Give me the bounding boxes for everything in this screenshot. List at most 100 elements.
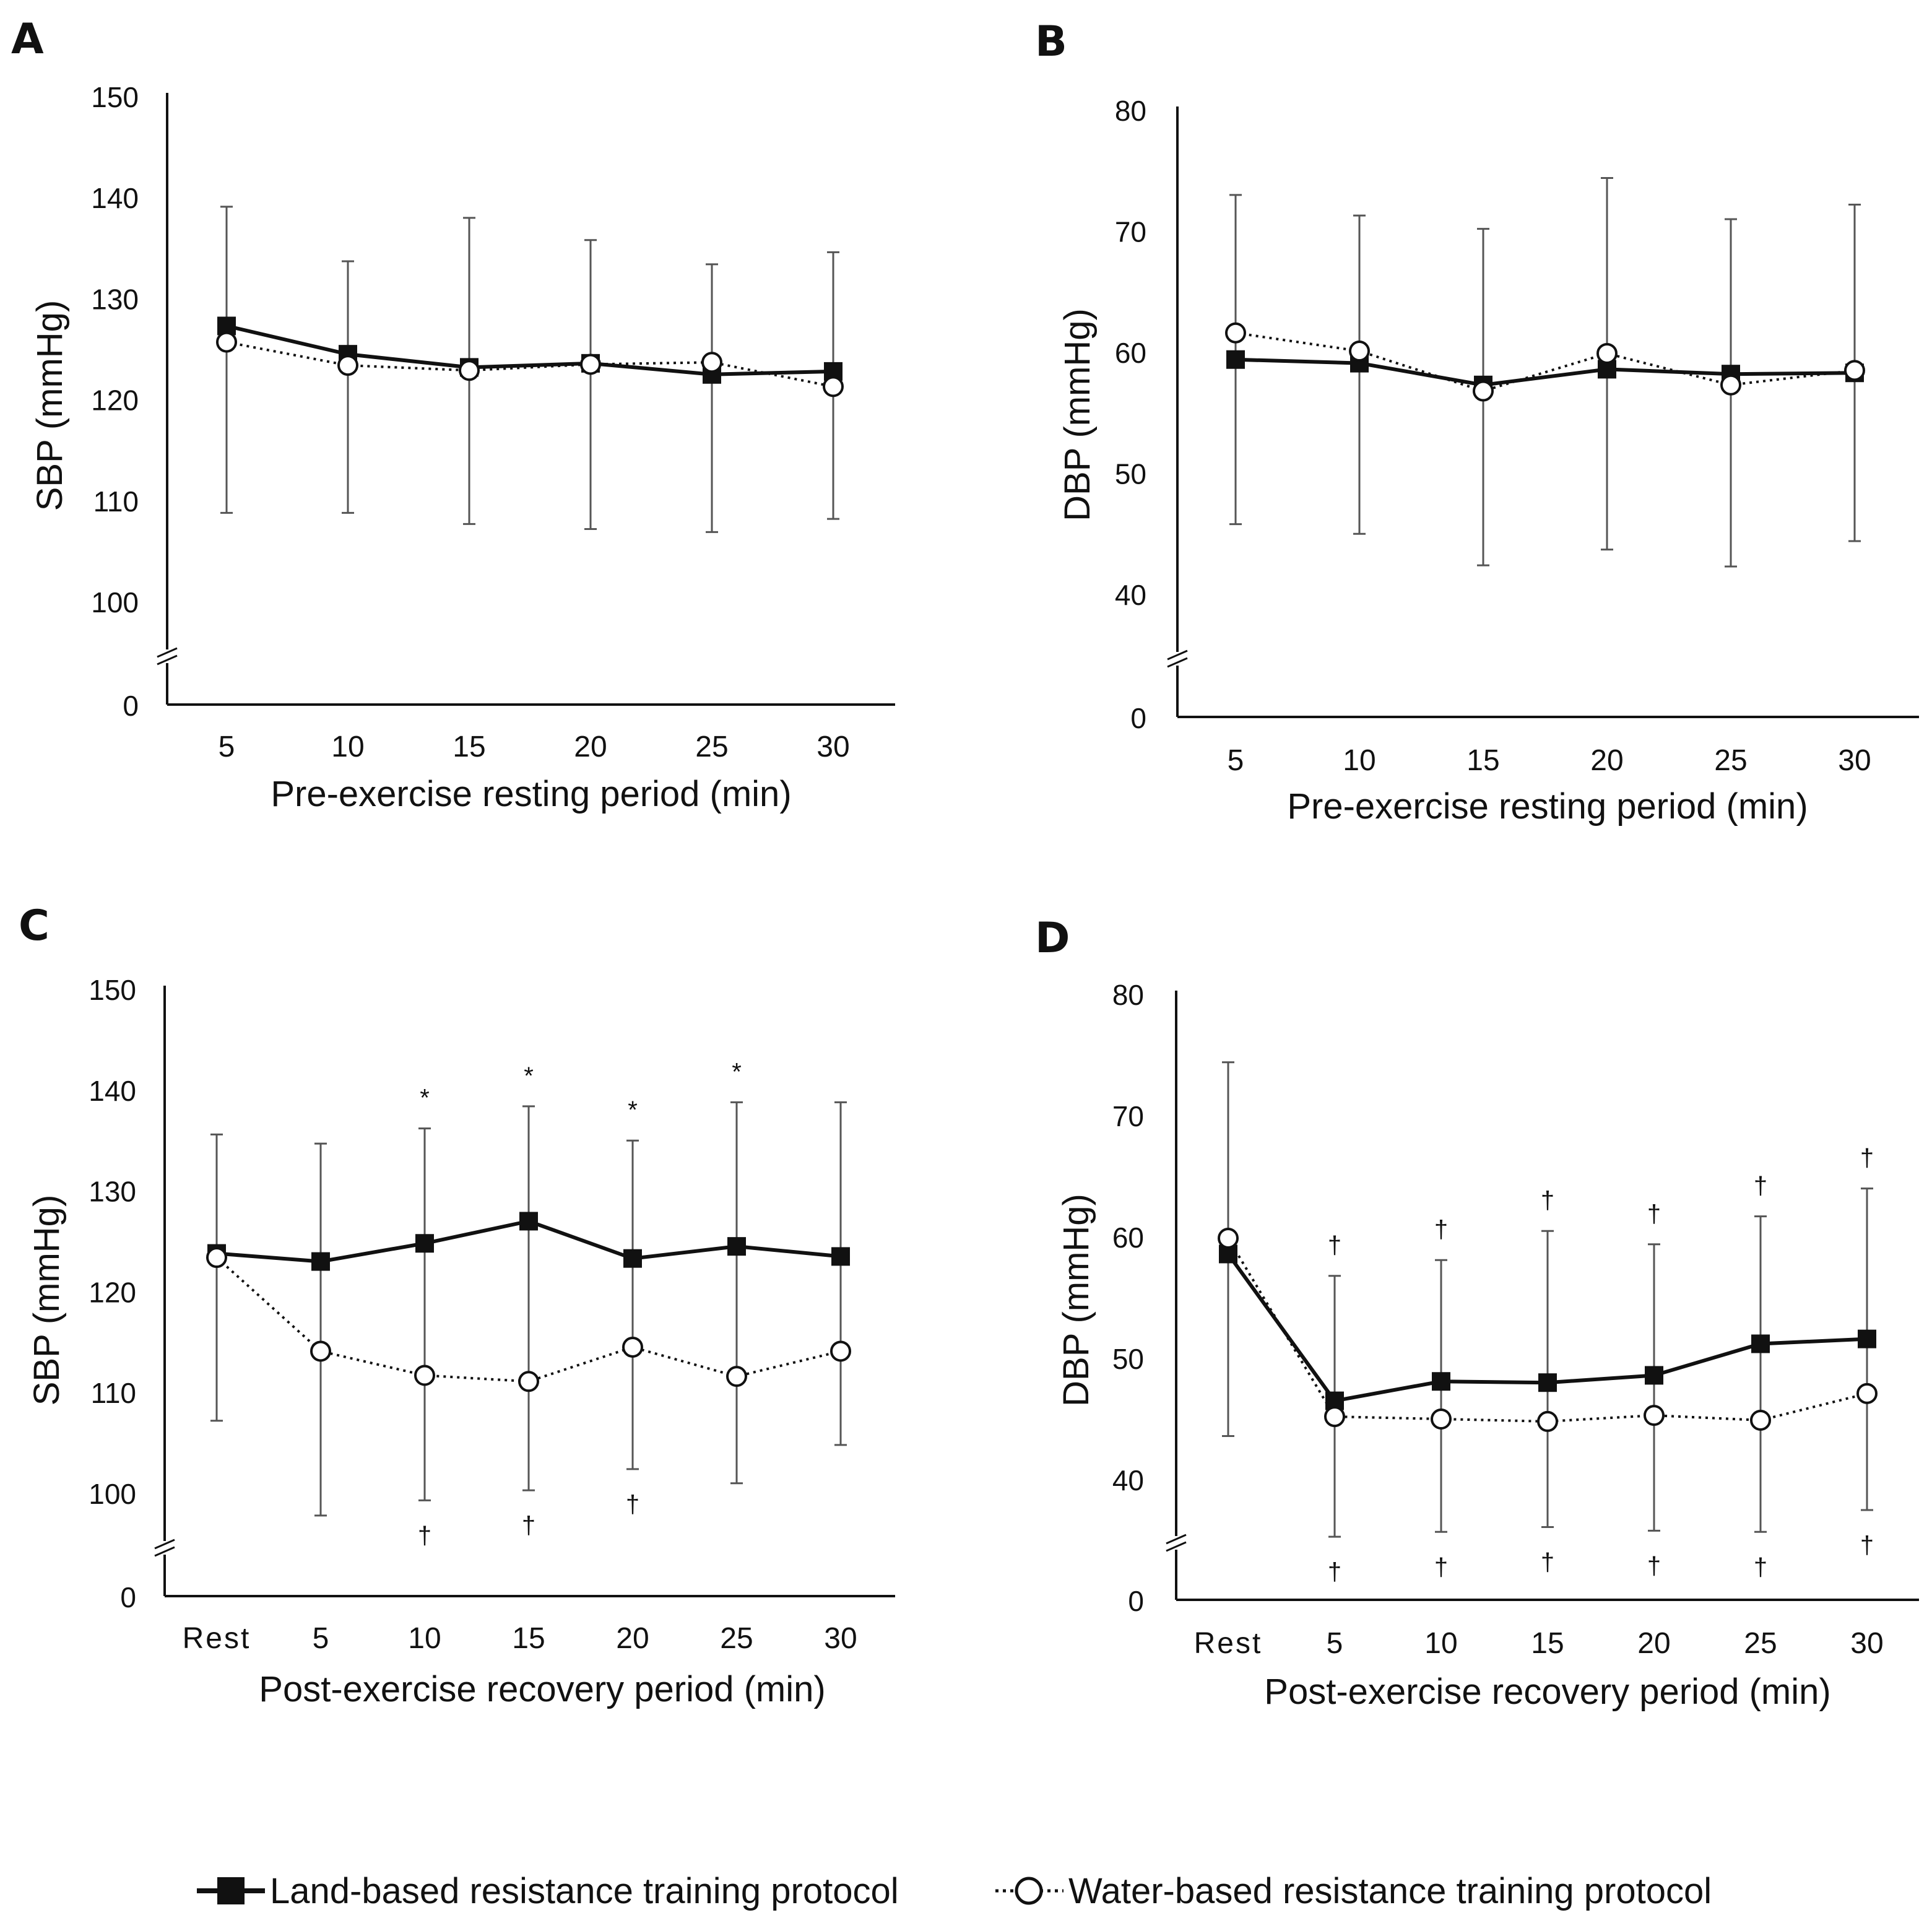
y-tick-label: 70 bbox=[1112, 1100, 1144, 1132]
y-tick-label: 0 bbox=[1128, 1585, 1144, 1617]
land-marker bbox=[1645, 1366, 1663, 1385]
axis-break-mark bbox=[157, 647, 178, 658]
x-axis-label: Post-exercise recovery period (min) bbox=[259, 1669, 825, 1709]
axis-break-mark bbox=[1166, 1541, 1187, 1552]
y-tick-label: 110 bbox=[93, 485, 139, 518]
series-line-water bbox=[226, 341, 834, 388]
land-marker bbox=[1858, 1329, 1876, 1348]
y-tick-label: 0 bbox=[120, 1581, 136, 1613]
significance-mark-below: † bbox=[626, 1491, 639, 1518]
significance-mark-above: † bbox=[1647, 1200, 1661, 1228]
significance-mark-below: † bbox=[1541, 1548, 1554, 1576]
axis-break-mark bbox=[1167, 649, 1188, 661]
x-tick-label: 5 bbox=[313, 1622, 329, 1655]
significance-mark-above: * bbox=[524, 1062, 534, 1090]
y-tick-label: 50 bbox=[1112, 1343, 1144, 1375]
axis-break-mark bbox=[1167, 657, 1188, 668]
significance-mark-above: † bbox=[1434, 1216, 1448, 1243]
significance-mark-below: † bbox=[1754, 1553, 1767, 1581]
water-marker bbox=[1750, 1409, 1771, 1431]
x-tick-label: 25 bbox=[1744, 1627, 1777, 1660]
x-tick-label: 5 bbox=[219, 731, 235, 763]
panel-d: D DBP (mmHg) Post-exercise recovery peri… bbox=[1035, 914, 1919, 1712]
water-marker bbox=[1856, 1383, 1878, 1404]
y-tick-label: 40 bbox=[1115, 579, 1146, 611]
water-marker bbox=[310, 1340, 331, 1362]
panel-a: A SBP (mmHg) Pre-exercise resting period… bbox=[11, 15, 895, 814]
y-tick-label: 120 bbox=[89, 1276, 136, 1308]
y-tick-label: 80 bbox=[1115, 95, 1146, 127]
y-tick-label: 70 bbox=[1115, 216, 1146, 248]
land-marker bbox=[519, 1212, 538, 1231]
significance-mark-below: † bbox=[522, 1512, 535, 1539]
y-tick-label: 140 bbox=[89, 1075, 136, 1107]
water-marker bbox=[830, 1340, 851, 1362]
land-marker bbox=[1751, 1334, 1770, 1353]
significance-mark-above: † bbox=[1541, 1187, 1554, 1214]
x-tick-label: 30 bbox=[824, 1622, 857, 1655]
water-marker bbox=[1720, 374, 1741, 396]
x-tick-label: 20 bbox=[1637, 1627, 1670, 1660]
y-tick-label: 80 bbox=[1112, 979, 1144, 1011]
water-marker bbox=[1473, 380, 1494, 402]
land-marker bbox=[415, 1234, 434, 1253]
panel-c: C SBP (mmHg) Post-exercise recovery peri… bbox=[19, 901, 895, 1709]
y-tick-label: 50 bbox=[1115, 458, 1146, 490]
legend-water-label: Water-based resistance training protocol bbox=[1068, 1871, 1712, 1911]
panel-letter: C bbox=[19, 901, 50, 950]
series-line-water bbox=[1235, 331, 1855, 393]
y-axis-label: DBP (mmHg) bbox=[1056, 1194, 1096, 1407]
panel-b: B DBP (mmHg) Pre-exercise resting period… bbox=[1035, 17, 1919, 827]
x-tick-label: 25 bbox=[695, 731, 728, 763]
y-tick-label: 140 bbox=[91, 182, 139, 214]
water-marker bbox=[1431, 1409, 1452, 1430]
y-tick-label: 130 bbox=[91, 283, 139, 315]
water-marker bbox=[414, 1365, 435, 1386]
x-tick-label: Rest bbox=[183, 1622, 251, 1655]
x-tick-label: 15 bbox=[1466, 744, 1499, 777]
significance-mark-above: * bbox=[732, 1058, 742, 1085]
significance-mark-above: † bbox=[1860, 1145, 1874, 1172]
x-axis-label: Pre-exercise resting period (min) bbox=[1287, 786, 1808, 827]
land-marker bbox=[727, 1237, 746, 1256]
water-marker bbox=[1225, 322, 1246, 344]
water-marker bbox=[1844, 360, 1865, 381]
significance-mark-above: * bbox=[420, 1085, 430, 1112]
x-tick-label: 15 bbox=[512, 1622, 545, 1655]
water-marker bbox=[622, 1336, 643, 1358]
x-axis-label: Post-exercise recovery period (min) bbox=[1264, 1672, 1830, 1712]
axis-break-mark bbox=[154, 1539, 175, 1550]
water-marker bbox=[216, 331, 237, 353]
land-marker bbox=[1538, 1373, 1557, 1392]
y-axis-label: SBP (mmHg) bbox=[27, 1195, 67, 1406]
y-tick-label: 0 bbox=[123, 690, 139, 722]
land-marker bbox=[831, 1247, 850, 1266]
x-tick-label: 15 bbox=[1531, 1627, 1564, 1660]
water-marker bbox=[206, 1247, 227, 1269]
series-line-land bbox=[1235, 357, 1855, 387]
significance-mark-above: * bbox=[628, 1096, 638, 1124]
y-tick-label: 60 bbox=[1115, 337, 1146, 369]
panel-letter: A bbox=[11, 15, 44, 64]
axis-break-gap bbox=[156, 1541, 173, 1555]
y-axis-label: DBP (mmHg) bbox=[1057, 308, 1098, 521]
water-marker bbox=[1218, 1227, 1239, 1249]
axis-break-mark bbox=[157, 654, 178, 666]
legend: Land-based resistance training protocol … bbox=[197, 1871, 1712, 1911]
water-marker bbox=[1324, 1406, 1345, 1428]
land-marker bbox=[1432, 1372, 1450, 1391]
panel-letter: B bbox=[1035, 17, 1067, 66]
x-tick-label: 10 bbox=[1424, 1627, 1457, 1660]
x-tick-label: 30 bbox=[1850, 1627, 1883, 1660]
water-marker bbox=[1596, 342, 1618, 364]
water-marker bbox=[459, 360, 480, 381]
axis-break-gap bbox=[1167, 1536, 1185, 1550]
x-tick-label: 30 bbox=[817, 731, 849, 763]
x-tick-label: 20 bbox=[1590, 744, 1623, 777]
water-marker bbox=[580, 354, 601, 375]
x-tick-label: 10 bbox=[331, 731, 364, 763]
y-tick-label: 130 bbox=[89, 1176, 136, 1208]
y-tick-label: 150 bbox=[91, 81, 139, 113]
legend-water-marker bbox=[1015, 1877, 1043, 1905]
